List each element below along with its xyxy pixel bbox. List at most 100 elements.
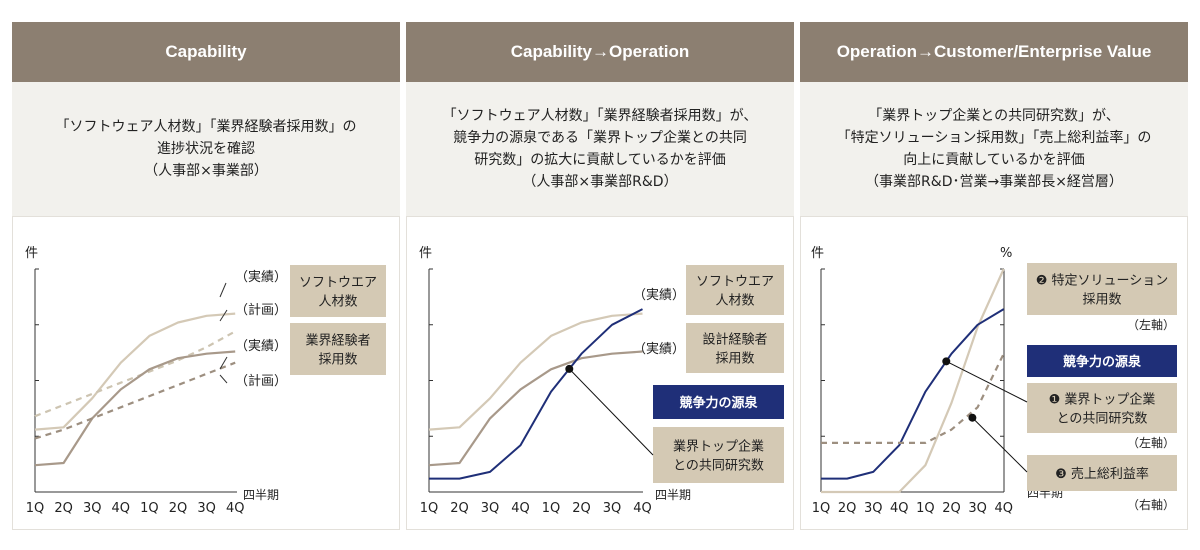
x-tick-label: 4Q bbox=[633, 501, 652, 516]
legend-box-solution-text-2: 採用数 bbox=[1082, 293, 1121, 308]
series-line-3 bbox=[34, 350, 236, 467]
panel-2-desc-line-2: 競争力の源泉である「業界トップ企業との共同 bbox=[453, 130, 747, 146]
label-actual-1: （実績） bbox=[235, 269, 287, 285]
legend-box-1-text-1: ソフトウエア bbox=[696, 275, 774, 290]
panel-1-title: Capability bbox=[12, 22, 400, 82]
panel-3-desc-line-1: 「業界トップ企業との共同研究数」が、 bbox=[868, 108, 1120, 124]
x-axis-label: 四半期 bbox=[655, 488, 691, 502]
legend-box-1-text-2: 人材数 bbox=[715, 294, 754, 309]
x-tick-label: 1Q bbox=[916, 501, 935, 516]
legend-box-2-text-1: 業界経験者 bbox=[305, 333, 370, 349]
series-line-1 bbox=[428, 312, 643, 431]
panel-3-desc-line-3: 向上に貢献しているかを評価 bbox=[903, 152, 1085, 168]
panel-2-desc-line-3: 研究数」の拡大に貢献しているかを評価 bbox=[474, 152, 726, 168]
y-axis-label: 件 bbox=[419, 246, 432, 261]
panel-2-description: 「ソフトウェア人材数」「業界経験者採用数」が、 競争力の源泉である「業界トップ企… bbox=[406, 82, 794, 216]
x-axis-label: 四半期 bbox=[243, 488, 279, 502]
axis-note-3: （右軸） bbox=[1127, 497, 1175, 512]
panel-1-desc-line-2: 進捗状況を確認 bbox=[157, 141, 255, 157]
legend-box-solution-box bbox=[1027, 263, 1177, 315]
x-tick-label: 1Q bbox=[420, 501, 439, 516]
x-tick-label: 3Q bbox=[864, 501, 883, 516]
leader-actual-2 bbox=[219, 356, 228, 370]
legend-box-2-box bbox=[290, 323, 386, 375]
legend-box-navy-box bbox=[1027, 345, 1177, 377]
legend-box-navy-text-1: 競争力の源泉 bbox=[679, 395, 758, 411]
legend-box-research-box bbox=[1027, 383, 1177, 433]
label-actual-2: （実績） bbox=[633, 341, 685, 357]
x-tick-label: 4Q bbox=[511, 501, 530, 516]
x-tick-label: 2Q bbox=[942, 501, 961, 516]
series-line-4 bbox=[34, 361, 236, 440]
x-tick-label: 4Q bbox=[226, 501, 245, 516]
x-tick-label: 4Q bbox=[112, 501, 131, 516]
panel-capability-operation: Capability→Operation 「ソフトウェア人材数」「業界経験者採用… bbox=[406, 22, 794, 530]
legend-box-research-text-1: ❶ 業界トップ企業 bbox=[1049, 392, 1156, 408]
leader-plan-2 bbox=[219, 374, 228, 384]
legend-box-margin-box bbox=[1027, 455, 1177, 491]
x-tick-label: 2Q bbox=[169, 501, 188, 516]
x-tick-label: 2Q bbox=[572, 501, 591, 516]
label-plan-2: （計画） bbox=[235, 373, 287, 389]
x-tick-label: 3Q bbox=[481, 501, 500, 516]
x-tick-label: 1Q bbox=[542, 501, 561, 516]
legend-box-solution-text-1: ❷ 特定ソリューション bbox=[1036, 274, 1169, 289]
legend-box-1-text-1: ソフトウエア bbox=[299, 276, 377, 291]
y-axis-label-left: 件 bbox=[811, 246, 824, 261]
y-axis-label-right: % bbox=[1000, 246, 1012, 261]
legend-box-1-box bbox=[686, 265, 784, 315]
x-tick-label: 4Q bbox=[890, 501, 909, 516]
series-line-1 bbox=[34, 312, 236, 431]
series-line-3 bbox=[821, 353, 1005, 444]
leader-actual-1 bbox=[219, 282, 227, 298]
x-tick-label: 4Q bbox=[994, 501, 1013, 516]
x-tick-label: 3Q bbox=[603, 501, 622, 516]
series-line-1 bbox=[821, 268, 1005, 494]
legend-box-research-text-2: との共同研究数 bbox=[673, 459, 764, 474]
x-tick-label: 2Q bbox=[838, 501, 857, 516]
panel-1-description: 「ソフトウェア人材数」「業界経験者採用数」の 進捗状況を確認 （人事部×事業部） bbox=[12, 82, 400, 216]
x-tick-label: 2Q bbox=[450, 501, 469, 516]
series-line-2 bbox=[34, 330, 236, 418]
marker-leader-1 bbox=[946, 360, 1028, 403]
axis-note-2: （左軸） bbox=[1127, 435, 1175, 450]
legend-box-2-text-2: 採用数 bbox=[715, 352, 754, 367]
panel-3-title: Operation→Customer/Enterprise Value bbox=[800, 22, 1188, 82]
axis-note-1: （左軸） bbox=[1127, 317, 1175, 332]
x-tick-label: 1Q bbox=[140, 501, 159, 516]
y-axis-label: 件 bbox=[25, 246, 38, 261]
legend-box-navy-text-1: 競争力の源泉 bbox=[1063, 354, 1142, 370]
marker-leader-2 bbox=[972, 417, 1028, 473]
legend-box-2-text-2: 採用数 bbox=[318, 353, 357, 368]
leader-plan-1 bbox=[219, 309, 228, 322]
panel-1-plot-area: 1Q 2Q 3Q 4Q 1Q 2Q 3Q 4Q 件四半期 （実績） （計画） （実績） （計画） ソフトウ… bbox=[12, 216, 400, 530]
x-tick-label: 1Q bbox=[26, 501, 45, 516]
panel-1-desc-line-1: 「ソフトウェア人材数」「業界経験者採用数」の bbox=[55, 119, 357, 135]
panel-3-desc-line-2: 「特定ソリューション採用数」「売上総利益率」の bbox=[836, 130, 1152, 146]
marker-leader bbox=[568, 368, 654, 456]
label-plan-1: （計画） bbox=[235, 302, 287, 318]
panel-2-desc-line-4: （人事部×事業部R&D） bbox=[522, 174, 678, 190]
panel-3-description: 「業界トップ企業との共同研究数」が、 「特定ソリューション採用数」「売上総利益率… bbox=[800, 82, 1188, 216]
x-tick-label: 3Q bbox=[197, 501, 216, 516]
legend-box-research-text-1: 業界トップ企業 bbox=[673, 439, 764, 455]
label-actual-1: （実績） bbox=[633, 287, 685, 303]
legend-box-research-text-2: との共同研究数 bbox=[1057, 412, 1148, 427]
legend-box-2-box bbox=[686, 323, 784, 373]
x-tick-label: 3Q bbox=[83, 501, 102, 516]
legend-box-research-box bbox=[653, 427, 784, 483]
panel-operation-value: Operation→Customer/Enterprise Value 「業界ト… bbox=[800, 22, 1188, 530]
panel-3-desc-line-4: （事業部R&D･営業→事業部長×経営層） bbox=[865, 174, 1123, 190]
panel-capability: Capability 「ソフトウェア人材数」「業界経験者採用数」の 進捗状況を確… bbox=[12, 22, 400, 530]
panel-3-plot-area: 1Q 2Q 3Q 4Q 1Q 2Q 3Q 4Q 件% 四半期 ❷ 特定ソリューション 採用数 （左軸）競… bbox=[800, 216, 1188, 530]
x-tick-label: 3Q bbox=[968, 501, 987, 516]
panel-2-desc-line-1: 「ソフトウェア人材数」「業界経験者採用数」が、 bbox=[442, 108, 758, 124]
panel-2-title: Capability→Operation bbox=[406, 22, 794, 82]
panel-1-desc-line-3: （人事部×事業部） bbox=[144, 163, 268, 179]
x-tick-label: 1Q bbox=[812, 501, 831, 516]
legend-box-2-text-1: 設計経験者 bbox=[702, 332, 767, 348]
legend-box-margin-text-1: ❸ 売上総利益率 bbox=[1055, 466, 1149, 482]
